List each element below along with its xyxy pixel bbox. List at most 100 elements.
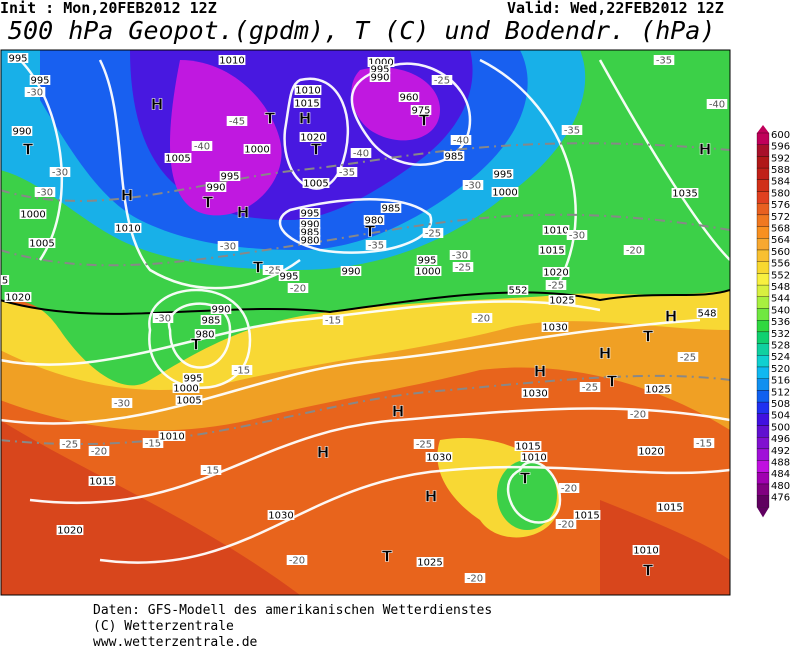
colorbar-label: 516 <box>771 376 790 387</box>
label-box <box>294 85 322 95</box>
pressure-center-label: T <box>23 141 34 159</box>
colorbar-label: 548 <box>771 282 790 293</box>
label-box <box>449 250 471 260</box>
label-box <box>152 313 174 323</box>
colorbar-label: 512 <box>771 387 790 398</box>
contour-label: 1015 <box>657 503 682 514</box>
contour-label: 1030 <box>522 389 547 400</box>
contour-label: -25 <box>455 263 471 274</box>
contour-label: 1020 <box>300 133 325 144</box>
label-box <box>555 519 577 529</box>
map-field <box>1 50 730 595</box>
label-box <box>579 382 601 392</box>
contour-label: 980 <box>364 216 383 227</box>
colorbar-label: 564 <box>771 235 790 246</box>
contour-label: -30 <box>37 188 53 199</box>
contour-label: 995 <box>300 209 319 220</box>
label-box <box>88 476 116 486</box>
label-box <box>243 144 271 154</box>
label-box <box>653 55 675 65</box>
colorbar-label: 540 <box>771 305 790 316</box>
contour-label: 1005 <box>303 179 328 190</box>
colorbar-cell <box>756 437 770 450</box>
contour-label: 1010 <box>633 546 658 557</box>
contour-label: 990 <box>12 127 31 138</box>
colorbar-cell <box>756 284 770 297</box>
pressure-center-label: H <box>392 403 405 421</box>
colorbar-label: 528 <box>771 340 790 351</box>
label-box <box>49 167 71 177</box>
contour-label: 1020 <box>638 447 663 458</box>
label-box <box>706 99 728 109</box>
pressure-center-label: H <box>317 444 330 462</box>
label-box <box>205 182 227 192</box>
colorbar-cell <box>756 343 770 356</box>
contour-label: -15 <box>203 466 219 477</box>
label-box <box>340 266 362 276</box>
label-box <box>566 230 588 240</box>
contour-label: 1000 <box>244 145 269 156</box>
colorbar-cell <box>756 249 770 262</box>
label-box <box>194 329 216 339</box>
label-box <box>29 75 51 85</box>
label-box <box>542 225 570 235</box>
footer-line: Daten: GFS-Modell des amerikanischen Wet… <box>93 603 493 618</box>
colorbar-label: 480 <box>771 481 790 492</box>
colorbar-label: 560 <box>771 247 790 258</box>
label-box <box>471 313 493 323</box>
label-box <box>267 510 295 520</box>
pressure-center-label: T <box>311 141 322 159</box>
contour-label: 995 <box>183 374 202 385</box>
contour-label: 990 <box>370 73 389 84</box>
contour-label: -25 <box>582 383 598 394</box>
contour-label: 980 <box>300 236 319 247</box>
contour-label: -20 <box>561 484 577 495</box>
label-box <box>226 116 248 126</box>
label-box <box>398 92 420 102</box>
label-box <box>293 98 321 108</box>
label-box <box>19 209 47 219</box>
colorbar-cell <box>756 238 770 251</box>
colorbar-cell <box>756 320 770 333</box>
label-box <box>452 262 474 272</box>
label-box <box>175 395 203 405</box>
colorbar-cell <box>756 425 770 438</box>
label-box <box>299 235 321 245</box>
contour-label: 985 <box>381 204 400 215</box>
label-box <box>413 439 435 449</box>
contour-label: 5 <box>2 276 8 287</box>
colorbar-cell <box>756 366 770 379</box>
label-box <box>299 132 327 142</box>
colorbar-label: 600 <box>771 130 790 141</box>
colorbar-cell <box>756 167 770 180</box>
colorbar-label: 576 <box>771 200 790 211</box>
contour-label: 1015 <box>89 477 114 488</box>
pressure-center-label: H <box>699 141 712 159</box>
label-box <box>491 187 519 197</box>
label-box <box>443 151 465 161</box>
colorbar-cell <box>756 495 770 508</box>
label-box <box>278 271 300 281</box>
contour-label: -35 <box>368 241 384 252</box>
label-box <box>219 171 241 181</box>
label-box <box>231 365 253 375</box>
label-box <box>302 178 330 188</box>
footer-line: www.wetterzentrale.de <box>93 635 258 648</box>
contour-label: 1005 <box>176 396 201 407</box>
contour-label: 1020 <box>5 293 30 304</box>
contour-label: 995 <box>30 76 49 87</box>
pressure-center-label: H <box>237 204 250 222</box>
label-box <box>262 265 284 275</box>
pressure-center-label: T <box>520 470 531 488</box>
contour-label: 1000 <box>173 384 198 395</box>
contour-label: 1020 <box>543 268 568 279</box>
contour-label: 1020 <box>57 526 82 537</box>
label-box <box>88 446 110 456</box>
contour-label: -25 <box>548 281 564 292</box>
contour-label: -30 <box>114 399 130 410</box>
label-box <box>11 126 33 136</box>
contour-label: -30 <box>220 242 236 253</box>
label-box <box>363 215 385 225</box>
pressure-center-label: H <box>121 187 134 205</box>
